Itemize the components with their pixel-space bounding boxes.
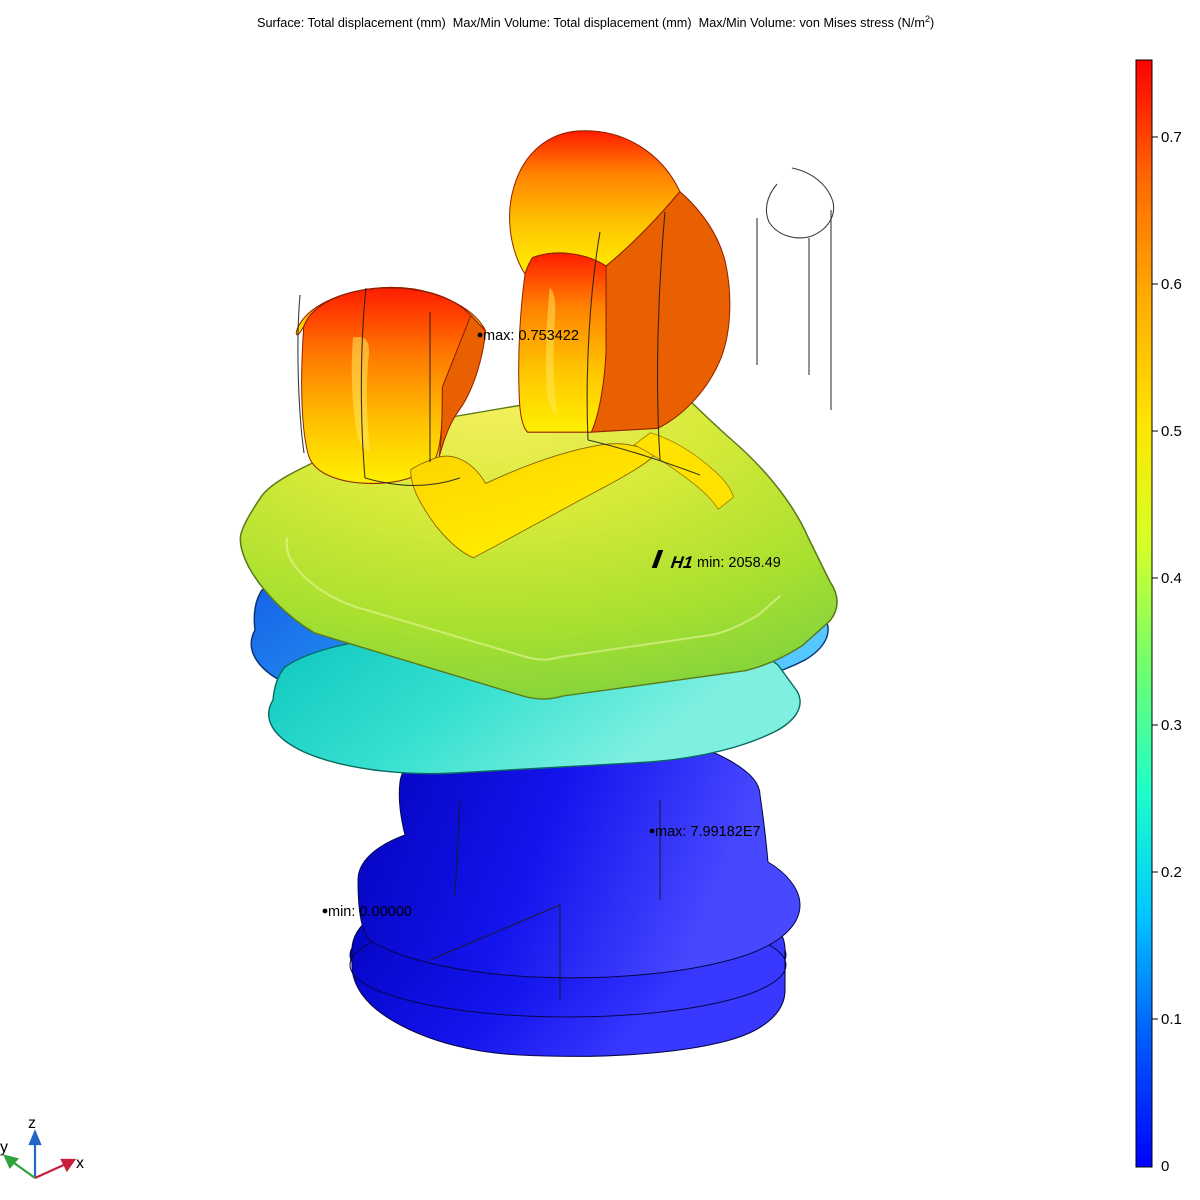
svg-text:max: 0.753422: max: 0.753422: [483, 328, 579, 344]
svg-text:H1: H1: [670, 553, 694, 572]
svg-text:min: 0.00000: min: 0.00000: [328, 904, 412, 920]
svg-text:max: 7.99182E7: max: 7.99182E7: [655, 824, 761, 840]
svg-text:min: 2058.49: min: 2058.49: [697, 555, 781, 571]
